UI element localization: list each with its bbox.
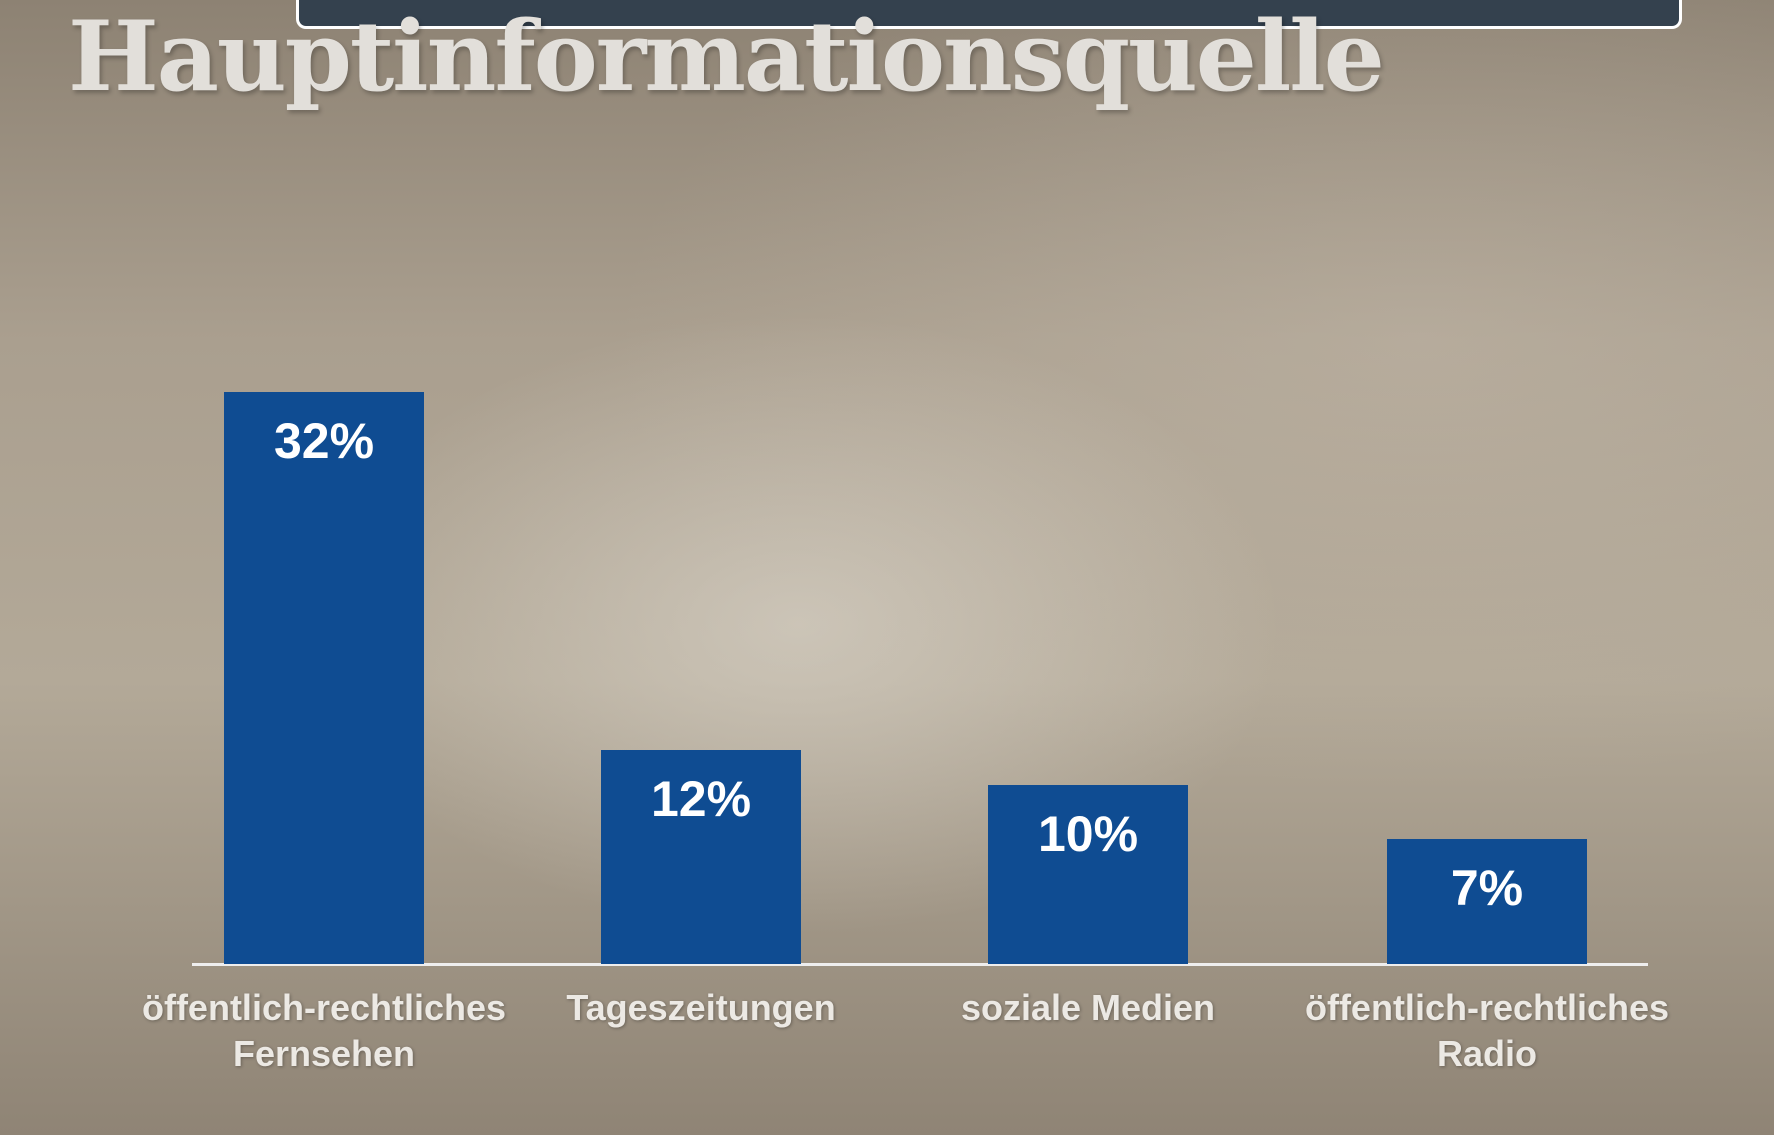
- value-label: 32%: [273, 413, 375, 469]
- x-tick-label: soziale Medien: [960, 987, 1216, 1028]
- value-label: 12%: [650, 770, 752, 827]
- x-tick-label: öffentlich-rechtliches Radio: [1304, 987, 1670, 1074]
- top-bar: [296, 0, 1682, 29]
- x-tick-label: Tageszeitungen: [566, 987, 836, 1028]
- chart-title: Hauptinformationsquelle: [68, 0, 1385, 113]
- value-label: 10%: [1037, 806, 1139, 863]
- value-label: 7%: [1450, 859, 1524, 916]
- baseline: [192, 963, 1648, 966]
- x-tick-label: öffentlich-rechtliches Fernsehen: [141, 987, 507, 1074]
- bar: [988, 785, 1188, 964]
- bar: [224, 392, 424, 964]
- bar: [1387, 838, 1587, 964]
- bar: [601, 749, 801, 964]
